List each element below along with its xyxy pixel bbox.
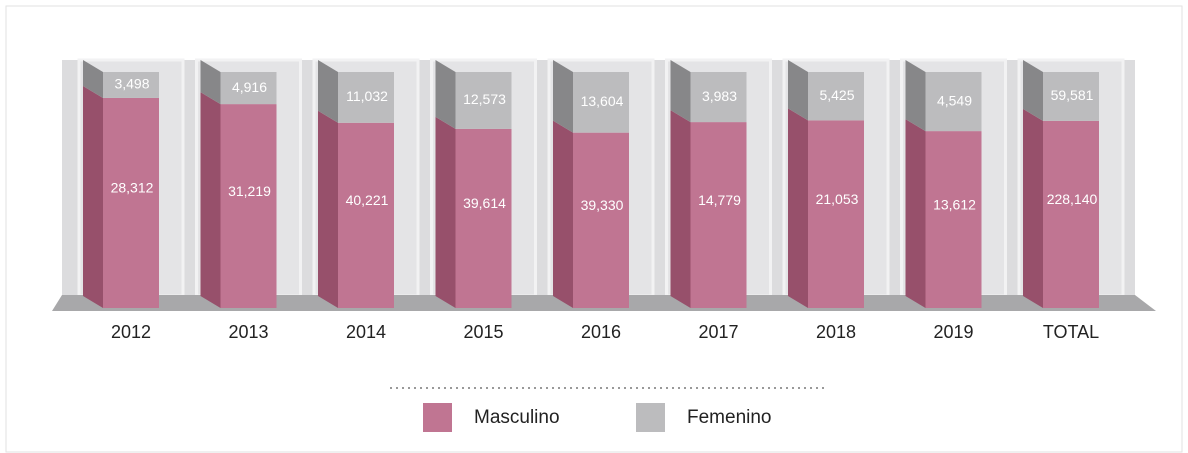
data-label: 3,498	[114, 76, 149, 92]
x-tick-label: 2013	[228, 322, 268, 342]
bar	[808, 72, 864, 121]
x-tick-label: 2015	[463, 322, 503, 342]
data-label: 59,581	[1051, 87, 1094, 103]
x-tick-label: 2019	[933, 322, 973, 342]
bar	[925, 131, 982, 308]
bar	[103, 72, 159, 98]
legend-label: Masculino	[474, 407, 560, 428]
legend-swatch	[423, 403, 452, 432]
bar-side	[1023, 60, 1043, 121]
bar-side	[553, 60, 573, 133]
data-label: 40,221	[346, 192, 389, 208]
bar-side	[318, 110, 338, 309]
data-label: 28,312	[111, 180, 154, 196]
bar-side	[83, 60, 103, 98]
data-label: 12,573	[463, 91, 506, 107]
data-label: 39,614	[463, 195, 506, 211]
bar-side	[200, 92, 221, 308]
legend: Masculino Femenino	[423, 403, 772, 432]
bar	[103, 97, 159, 308]
bar-side	[435, 60, 456, 129]
legend-label: Femenino	[687, 407, 772, 428]
data-label: 21,053	[816, 191, 859, 207]
bar-side	[788, 60, 808, 121]
bar-side	[553, 120, 573, 309]
bar	[220, 72, 277, 105]
data-label: 11,032	[346, 88, 388, 104]
bar-side	[670, 110, 691, 308]
bar	[455, 128, 512, 308]
bar	[338, 72, 394, 123]
data-label: 228,140	[1047, 191, 1098, 207]
bar	[338, 122, 394, 309]
bar	[1043, 120, 1099, 308]
bar-side	[1023, 108, 1043, 308]
bar	[573, 72, 629, 133]
bar	[690, 122, 747, 308]
bar-side	[905, 119, 926, 308]
bar	[808, 120, 864, 308]
bar	[925, 72, 982, 132]
bar	[1043, 72, 1099, 121]
x-tick-label: 2014	[346, 322, 386, 342]
data-label: 31,219	[228, 183, 271, 199]
data-label: 5,425	[819, 87, 854, 103]
x-tick-label: 2016	[581, 322, 621, 342]
data-label: 4,916	[232, 79, 267, 95]
x-tick-label: TOTAL	[1043, 322, 1099, 342]
x-tick-label: 2017	[698, 322, 738, 342]
bar	[455, 72, 512, 129]
bar-side	[788, 108, 808, 308]
data-label: 39,330	[581, 197, 624, 213]
bar-side	[435, 116, 456, 308]
bar	[690, 72, 747, 123]
data-label: 4,549	[937, 92, 972, 108]
bar	[220, 104, 277, 308]
bar-side	[318, 60, 338, 123]
bar-side	[83, 85, 103, 308]
data-label: 3,983	[702, 88, 737, 104]
data-label: 13,604	[581, 93, 624, 109]
legend-swatch	[636, 403, 665, 432]
bar-side	[905, 60, 926, 132]
bars: 28,312 3,498 2012 31,219 4,916 2013 40,221 11,0…	[83, 60, 1099, 342]
x-tick-label: 2018	[816, 322, 856, 342]
bar	[573, 132, 629, 308]
bar-side	[670, 60, 691, 123]
x-tick-label: 2012	[111, 322, 151, 342]
bar-side	[200, 60, 221, 105]
data-label: 13,612	[933, 196, 976, 212]
data-label: 14,779	[698, 192, 741, 208]
